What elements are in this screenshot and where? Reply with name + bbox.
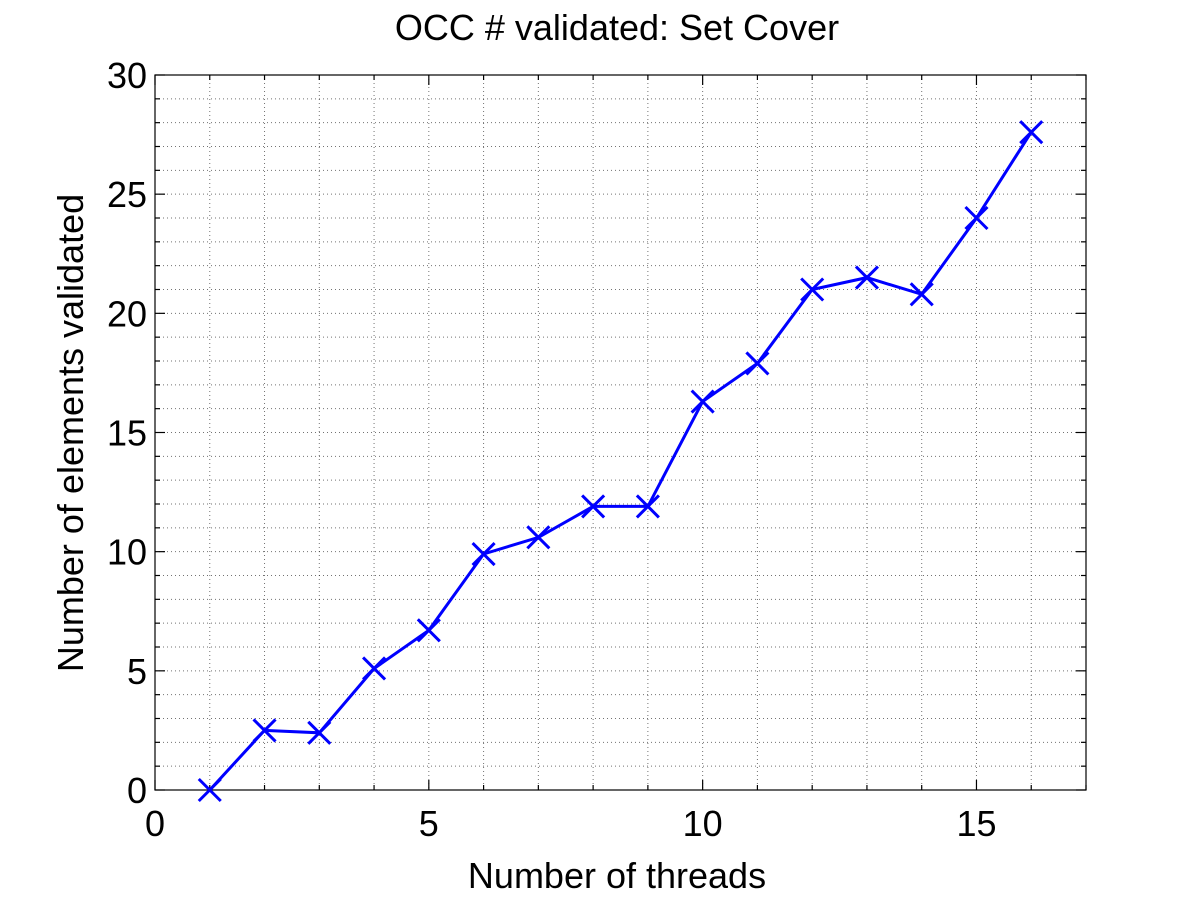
y-tick-label: 10: [107, 532, 147, 573]
y-tick-label: 15: [107, 413, 147, 454]
chart-title: OCC # validated: Set Cover: [395, 7, 839, 48]
data-point-marker: [800, 277, 825, 302]
x-tick-label: 10: [683, 803, 723, 844]
data-point-marker: [1019, 120, 1044, 145]
data-point-marker: [526, 525, 551, 550]
series-line: [208, 131, 1033, 792]
data-point-marker: [361, 656, 387, 681]
data-point-marker: [745, 351, 770, 376]
y-axis-label: Number of elements validated: [50, 194, 91, 672]
data-point-marker: [197, 777, 222, 803]
x-axis-label: Number of threads: [468, 855, 766, 896]
data-point-marker: [252, 718, 277, 743]
ticks: 0 5 10 15 0 5 10 15 20 25 30: [107, 55, 1087, 844]
data-point-marker: [854, 265, 880, 290]
y-tick-label: 5: [127, 651, 147, 692]
y-tick-label: 20: [107, 293, 147, 334]
x-tick-label: 15: [956, 803, 996, 844]
y-tick-label: 25: [107, 174, 147, 215]
data-point-marker: [471, 541, 496, 567]
data-point-marker: [307, 720, 332, 745]
data-point-marker: [581, 494, 606, 519]
data-point-marker: [416, 618, 441, 643]
y-tick-label: 0: [127, 770, 147, 811]
x-tick-label: 0: [145, 803, 165, 844]
data-point-marker: [690, 389, 715, 414]
series-layer: [197, 120, 1044, 803]
data-point-marker: [635, 494, 660, 519]
x-tick-label: 5: [419, 803, 439, 844]
data-point-marker: [964, 205, 989, 231]
data-point-marker: [909, 282, 934, 307]
y-tick-label: 30: [107, 55, 147, 96]
